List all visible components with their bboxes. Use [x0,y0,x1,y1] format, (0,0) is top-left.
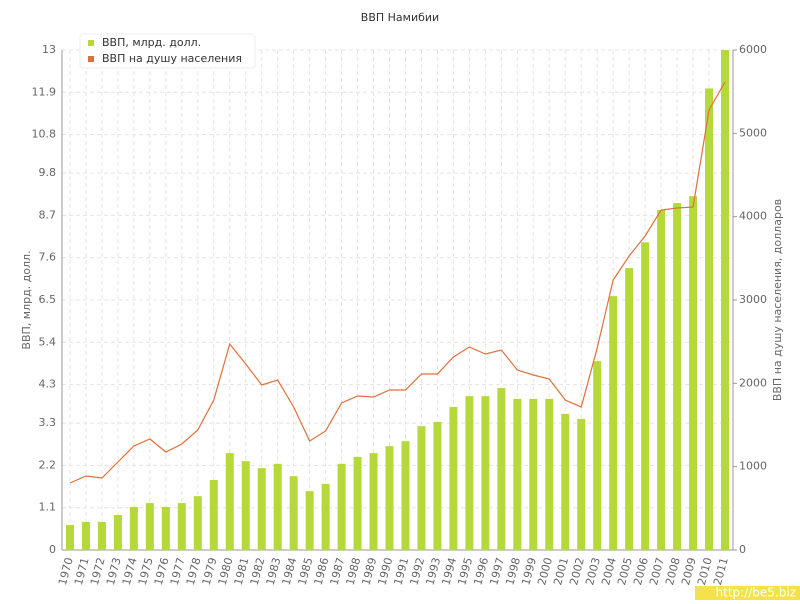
bar [81,521,90,550]
y2-tick-label: 2000 [739,376,767,389]
bar [369,453,378,550]
bar [161,506,170,550]
y2-tick-label: 5000 [739,126,767,139]
bar [689,196,698,550]
bar [609,296,618,550]
y-tick-label: 8.7 [39,208,57,221]
y-tick-label: 3.3 [39,416,57,429]
y2-tick-label: 0 [739,543,746,556]
bar [289,476,298,550]
bar [417,426,426,550]
y2-tick-label: 1000 [739,460,767,473]
y-tick-label: 10.8 [32,128,57,141]
bar [561,413,570,550]
bar [433,421,442,550]
bar [625,268,634,550]
bar [529,398,538,550]
y-tick-label: 13 [42,43,56,56]
bar [545,398,554,550]
legend-label: ВВП на душу населения [102,52,242,65]
bar [65,525,74,550]
y2-tick-label: 6000 [739,43,767,56]
bar [497,388,506,550]
legend-swatch [88,56,94,62]
y-tick-label: 1.1 [39,501,57,514]
bar [113,515,122,550]
y-axis-label: ВВП, млрд. долл. [20,250,33,349]
chart-title: ВВП Намибии [361,11,439,24]
bar [577,418,586,550]
legend-box [79,33,256,69]
bar [193,496,202,550]
bar [673,203,682,551]
legend-label: ВВП, млрд. долл. [102,36,201,49]
bar [145,503,154,550]
legend-swatch [88,40,94,46]
bar [225,453,234,550]
bar [641,242,650,551]
bar [241,461,250,550]
bar [97,521,106,550]
bar [721,50,730,550]
bar [401,441,410,550]
y-tick-label: 0 [49,543,56,556]
bar [481,396,490,550]
y-tick-label: 6.5 [39,293,57,306]
bar [465,396,474,550]
bar [209,480,218,550]
y2-tick-label: 4000 [739,210,767,223]
bar [337,463,346,550]
bar [273,463,282,550]
bar [305,491,314,550]
y2-axis-label: ВВП на душу населения, долларов [771,199,784,401]
y-tick-label: 2.2 [39,458,57,471]
y2-tick-label: 3000 [739,293,767,306]
y-tick-label: 7.6 [39,251,57,264]
bar [513,398,522,550]
bar [449,406,458,550]
watermark-bg [695,586,800,600]
y-tick-label: 4.3 [39,378,57,391]
bar [657,210,666,550]
y-tick-label: 5.4 [39,335,57,348]
y-tick-label: 9.8 [39,166,57,179]
line [69,81,726,484]
watermark: http://be5.biz [716,586,796,600]
bar [129,506,138,550]
bar [385,446,394,550]
bar [177,503,186,550]
bar [705,88,714,550]
bar [257,468,266,550]
bar [321,483,330,550]
bar [353,456,362,550]
y-tick-label: 11.9 [32,85,57,98]
bar [593,361,602,550]
